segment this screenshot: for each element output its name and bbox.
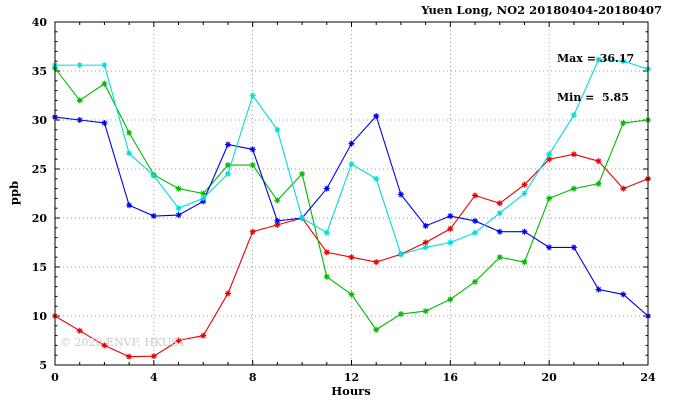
series-red	[52, 151, 651, 360]
y-tick-label: 20	[32, 212, 48, 225]
x-tick-label: 0	[51, 371, 59, 384]
chart-title: Yuen Long, NO2 20180404-20180407	[421, 3, 662, 17]
x-tick-label: 16	[443, 371, 459, 384]
series-blue-markers	[52, 113, 651, 319]
y-tick-label: 5	[39, 359, 47, 372]
y-axis-label: ppb	[7, 180, 21, 206]
x-tick-label: 24	[640, 371, 656, 384]
max-value-label: Max = 36.17	[557, 52, 635, 65]
y-tick-label: 25	[32, 163, 47, 176]
y-tick-label: 40	[32, 16, 48, 29]
x-tick-label: 20	[542, 371, 558, 384]
y-tick-label: 30	[32, 114, 48, 127]
x-tick-label: 4	[150, 371, 158, 384]
y-tick-label: 10	[32, 310, 48, 323]
maxmin-annotation: Max = 36.17 Min = 5.85	[557, 26, 634, 130]
min-value-label: Min = 5.85	[557, 91, 629, 104]
grid-lines	[55, 22, 648, 365]
x-axis-label: Hours	[331, 384, 371, 398]
x-tick-label: 8	[249, 371, 257, 384]
x-tick-label: 12	[344, 371, 359, 384]
y-tick-label: 35	[32, 65, 47, 78]
plot-border	[54, 21, 649, 366]
tick-labels: 0 4 8 12 16 20 24 5 10 15 20 25 30 35 40	[32, 16, 656, 384]
watermark: © 2020 ENVF, HKUST	[60, 336, 187, 349]
series-blue	[52, 113, 651, 319]
y-tick-label: 15	[32, 261, 47, 274]
